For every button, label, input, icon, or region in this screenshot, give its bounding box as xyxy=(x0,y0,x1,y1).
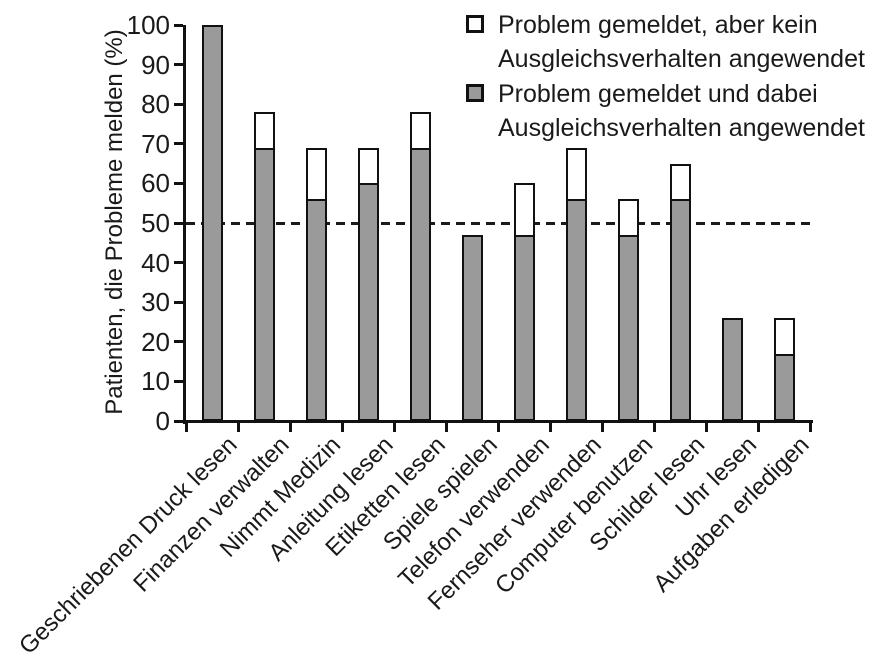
legend-entry-gray-label: Problem gemeldet und dabei Ausgleichsver… xyxy=(498,77,886,145)
y-tick xyxy=(174,340,183,344)
bar xyxy=(357,147,379,421)
x-tick xyxy=(444,421,448,432)
y-tick xyxy=(174,221,183,225)
x-tick xyxy=(704,421,708,432)
x-tick xyxy=(184,421,188,432)
x-tick xyxy=(600,421,604,432)
bar xyxy=(461,234,483,421)
bar-gray-segment xyxy=(255,147,273,419)
x-tick xyxy=(288,421,292,432)
bar xyxy=(253,112,275,421)
bar-gray-segment xyxy=(671,199,689,419)
x-tick xyxy=(756,421,760,432)
bar-gray-segment xyxy=(203,27,221,419)
x-tick xyxy=(236,421,240,432)
x-category-label: Geschriebenen Druck lesen xyxy=(13,431,243,660)
bar-gray-segment xyxy=(359,183,377,419)
bar-gray-segment xyxy=(411,147,429,419)
y-tick xyxy=(174,63,183,67)
y-tick-label: 90 xyxy=(141,49,170,80)
x-tick xyxy=(652,421,656,432)
y-tick-label: 60 xyxy=(141,168,170,199)
bar-gray-segment xyxy=(515,234,533,419)
legend-swatch-white-icon xyxy=(466,15,484,33)
x-tick xyxy=(392,421,396,432)
bar xyxy=(305,147,327,421)
y-tick xyxy=(174,142,183,146)
x-tick xyxy=(340,421,344,432)
x-tick xyxy=(808,421,812,432)
y-tick xyxy=(174,300,183,304)
y-tick-label: 0 xyxy=(155,406,170,436)
legend-entry-white-line1: Problem gemeldet, aber kein xyxy=(498,11,818,39)
legend-entry-gray-line2: Ausgleichsverhalten angewendet xyxy=(498,114,865,142)
y-tick-label: 80 xyxy=(141,89,170,120)
reference-line-50pct xyxy=(186,222,810,225)
y-axis-line xyxy=(183,25,186,424)
y-tick xyxy=(174,419,183,423)
x-tick xyxy=(496,421,500,432)
bar-gray-segment xyxy=(619,234,637,419)
bar xyxy=(669,163,691,421)
bar-gray-segment xyxy=(775,353,793,419)
legend-swatch-gray-icon xyxy=(466,84,484,102)
bar xyxy=(721,318,743,421)
bar-gray-segment xyxy=(463,236,481,419)
x-tick xyxy=(548,421,552,432)
bar xyxy=(565,147,587,421)
bar xyxy=(773,318,795,421)
y-tick xyxy=(174,379,183,383)
bar-gray-segment xyxy=(723,320,741,419)
y-tick-label: 50 xyxy=(141,208,170,238)
bar xyxy=(617,199,639,421)
y-tick xyxy=(174,23,183,27)
legend-entry-gray-line1: Problem gemeldet und dabei xyxy=(498,80,818,108)
y-tick-label: 40 xyxy=(141,247,170,278)
y-tick-label: 20 xyxy=(141,326,170,357)
legend-entry-white-line2: Ausgleichsverhalten angewendet xyxy=(498,45,865,73)
y-tick xyxy=(174,261,183,265)
bar xyxy=(409,112,431,421)
bar-gray-segment xyxy=(567,199,585,419)
y-tick-label: 70 xyxy=(141,128,170,159)
y-tick xyxy=(174,102,183,106)
y-tick xyxy=(174,181,183,185)
y-tick-label: 100 xyxy=(126,10,170,40)
bar xyxy=(201,25,223,421)
bar xyxy=(513,183,535,421)
y-tick-label: 10 xyxy=(141,366,170,397)
y-tick-label: 30 xyxy=(141,287,170,318)
legend-entry-white-label: Problem gemeldet, aber kein Ausgleichsve… xyxy=(498,8,886,76)
bar-gray-segment xyxy=(307,199,325,419)
